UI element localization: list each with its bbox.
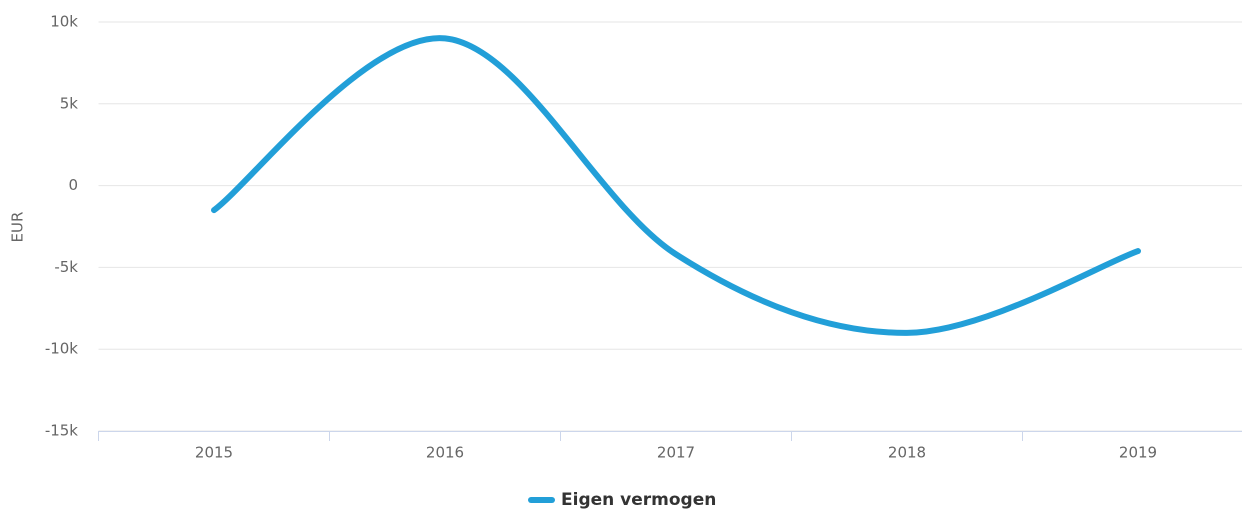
legend-label: Eigen vermogen — [561, 490, 716, 510]
x-tick-label: 2018 — [888, 444, 926, 462]
series-line — [211, 35, 1141, 336]
x-tick-label: 2015 — [195, 444, 233, 462]
x-tick-label: 2016 — [426, 444, 464, 462]
y-tick-label: 5k — [60, 94, 79, 112]
y-axis-label: EUR — [9, 212, 27, 243]
y-tick-label: -15k — [45, 422, 78, 440]
y-tick-label: -5k — [54, 258, 78, 276]
y-tick-label: 10k — [50, 13, 78, 31]
y-tick-label: 0 — [68, 176, 78, 194]
x-tick-label: 2019 — [1119, 444, 1157, 462]
x-tick-label: 2017 — [657, 444, 695, 462]
y-tick-label: -10k — [45, 340, 78, 358]
